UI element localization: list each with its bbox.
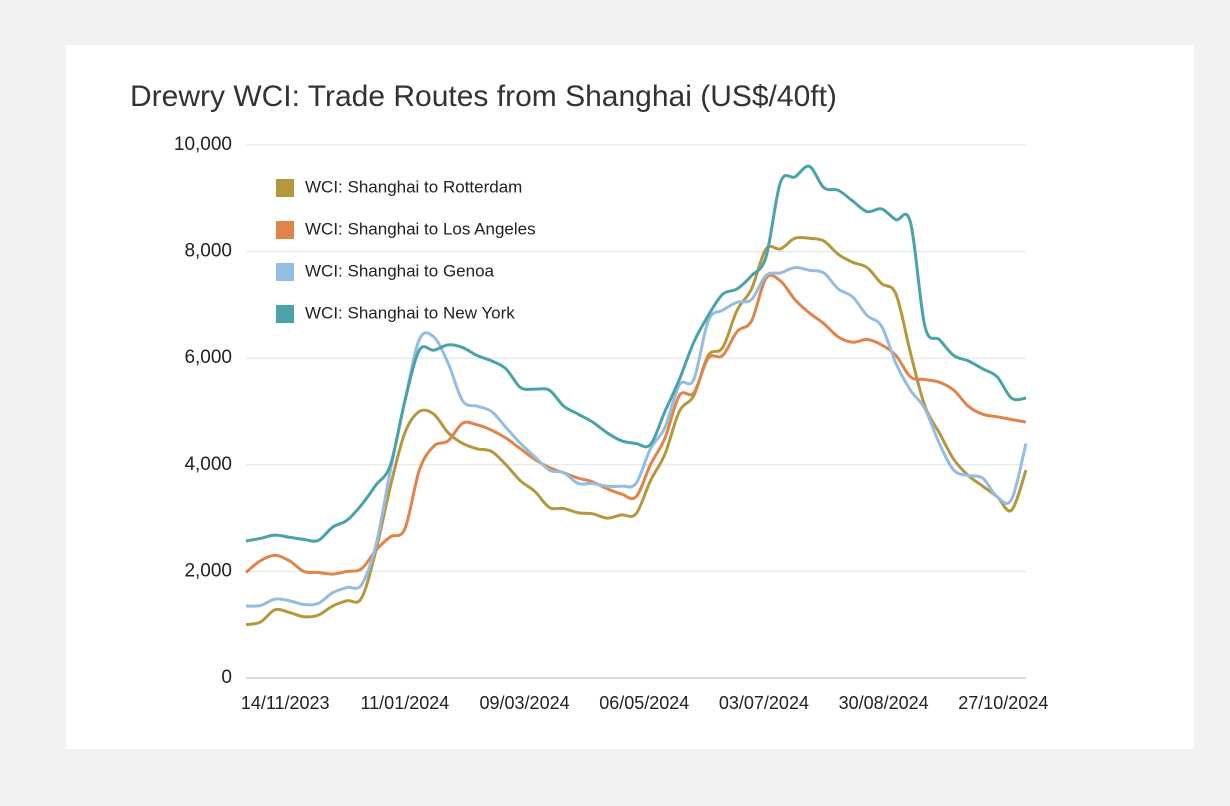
legend-swatch [276,179,294,197]
legend-label: WCI: Shanghai to Rotterdam [305,177,522,196]
line-series [245,164,1027,543]
x-tick-label: 11/01/2024 [361,693,450,713]
legend-swatch [276,221,294,239]
x-tick-label: 09/03/2024 [480,693,570,713]
legend-swatch [276,305,294,323]
legend-label: WCI: Shanghai to Genoa [305,261,495,280]
legend-label: WCI: Shanghai to Los Angeles [305,219,536,238]
line-series [245,266,1028,608]
chart-title: Drewry WCI: Trade Routes from Shanghai (… [130,80,837,113]
y-tick-label: 10,000 [174,134,232,155]
x-tick-label: 14/11/2023 [241,693,330,713]
y-tick-label: 0 [221,667,232,688]
y-tick-label: 4,000 [184,454,232,475]
x-tick-label: 27/10/2024 [958,693,1048,713]
x-tick-label: 03/07/2024 [719,693,809,713]
x-tick-label: 06/05/2024 [599,693,689,713]
legend-swatch [276,263,294,281]
x-tick-label: 30/08/2024 [839,693,929,713]
y-tick-label: 2,000 [184,560,232,581]
legend-label: WCI: Shanghai to New York [305,303,515,322]
y-tick-label: 8,000 [184,241,232,262]
y-tick-label: 6,000 [184,347,232,368]
card [66,45,1194,749]
